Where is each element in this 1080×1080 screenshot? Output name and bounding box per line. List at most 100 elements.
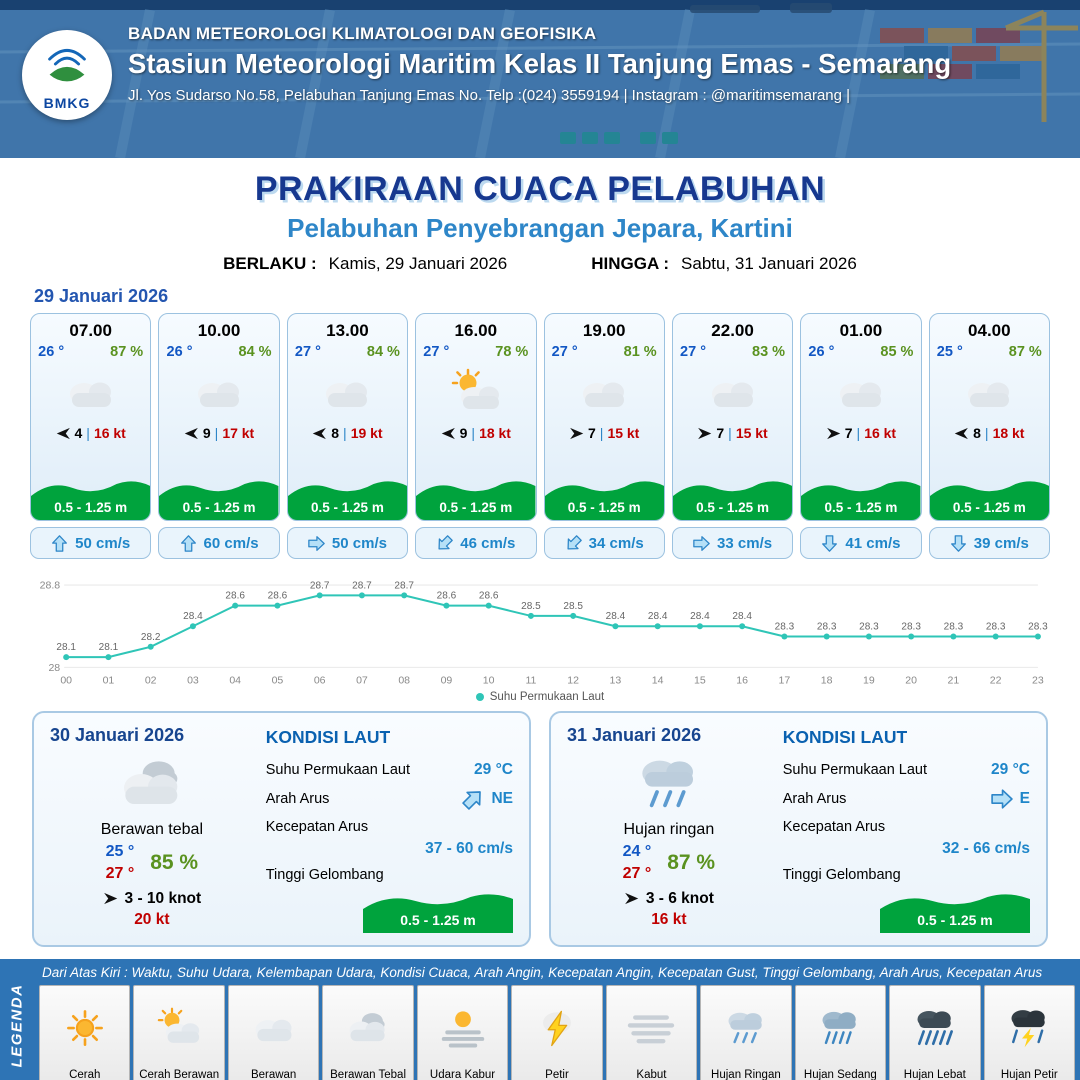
current-speed: 32 - 66 cm/s: [942, 840, 1030, 858]
legend-item-label: Hujan Sedang: [803, 1068, 877, 1080]
temp-max: 27 °: [105, 865, 135, 883]
wave-shape-icon: [363, 894, 513, 934]
svg-text:21: 21: [948, 674, 960, 686]
wind-separator: |: [599, 425, 604, 441]
time-label: 10.00: [197, 321, 241, 340]
wind-row: 3 - 6 knot: [567, 890, 771, 908]
svg-text:16: 16: [736, 674, 748, 686]
hourly-forecast: 19.00 27 ° 81 % 7 | 15 kt 0.5 - 1.25 m: [543, 313, 665, 559]
wave-shape-icon: [159, 481, 279, 520]
wind-direction-arrow-icon: [954, 426, 969, 441]
svg-text:28.3: 28.3: [986, 621, 1006, 632]
wave-height-band: 0.5 - 1.25 m: [363, 887, 513, 934]
hourly-row: 07.00 26 ° 87 % 4 | 16 kt 0.5 - 1.25 m: [0, 313, 1080, 559]
current-direction-label: Arah Arus: [265, 791, 330, 808]
hourly-forecast: 22.00 27 ° 83 % 7 | 15 kt 0.5 - 1.25 m: [671, 313, 794, 559]
chart-legend-label: Suhu Permukaan Laut: [489, 691, 605, 704]
wave-shape-icon: [801, 481, 921, 520]
wave-height-band: 0.5 - 1.25 m: [929, 474, 1049, 520]
wave-height: 0.5 - 1.25 m: [54, 500, 128, 515]
wind-row: 8 | 18 kt: [954, 425, 1024, 441]
weather-icon: [700, 368, 766, 416]
temperature: 27 °: [551, 344, 578, 360]
svg-text:17: 17: [779, 674, 791, 686]
wave-height-label: Tinggi Gelombang: [265, 867, 384, 884]
wind-separator: |: [984, 425, 989, 441]
legend-item-label: Kabut: [636, 1068, 667, 1080]
temp-max: 27 °: [622, 865, 652, 883]
hingga-label: HINGGA :: [591, 254, 670, 273]
wave-shape-icon: [416, 481, 536, 520]
current-box: 60 cm/s: [158, 527, 280, 559]
daily-date: 30 Januari 2026: [50, 725, 185, 746]
legend-item-label: Berawan Tebal: [330, 1068, 407, 1080]
temp-min: 24 °: [622, 843, 652, 861]
page-subtitle: Pelabuhan Penyebrangan Jepara, Kartini: [287, 213, 793, 243]
current-direction-arrow-icon: [433, 531, 457, 555]
weather-icon: [58, 368, 124, 416]
svg-text:05: 05: [272, 674, 284, 686]
wave-height: 0.5 - 1.25 m: [696, 500, 769, 515]
current-speed: 34 cm/s: [588, 534, 644, 552]
wind-separator: |: [471, 425, 476, 441]
temperature: 27 °: [423, 344, 450, 360]
svg-text:28.3: 28.3: [1028, 621, 1048, 632]
hingga-value: Sabtu, 31 Januari 2026: [681, 254, 857, 273]
hourly-forecast: 10.00 26 ° 84 % 9 | 17 kt 0.5 - 1.25 m: [158, 313, 280, 559]
legend-item-label: Hujan Petir: [1000, 1068, 1058, 1080]
legend-weather-icon: [57, 1006, 113, 1050]
svg-text:15: 15: [694, 674, 706, 686]
wind-speed: 3 - 6 knot: [645, 889, 714, 907]
time-label: 13.00: [326, 321, 369, 340]
current-direction: NE: [491, 790, 513, 808]
current-speed: 50 cm/s: [75, 534, 131, 552]
temp-humidity-row: 25 ° 87 %: [937, 344, 1042, 360]
berlaku-value: Kamis, 29 Januari 2026: [328, 254, 508, 273]
wind-separator: |: [343, 425, 347, 441]
svg-text:08: 08: [398, 674, 410, 686]
hourly-forecast: 01.00 26 ° 85 % 7 | 16 kt 0.5 - 1.25 m: [800, 313, 922, 559]
svg-text:10: 10: [483, 674, 495, 686]
current-box: 41 cm/s: [800, 527, 922, 559]
hourly-card: 01.00 26 ° 85 % 7 | 16 kt 0.5 - 1.25 m: [800, 313, 922, 521]
validity-line: BERLAKU : Kamis, 29 Januari 2026 HINGGA …: [0, 254, 1080, 274]
wave-height-band: 0.5 - 1.25 m: [416, 474, 536, 520]
legend-note: Dari Atas Kiri : Waktu, Suhu Udara, Kele…: [42, 965, 1043, 981]
forecast-date: 29 Januari 2026: [34, 286, 169, 306]
svg-text:28.6: 28.6: [268, 591, 288, 602]
sst-value: 29 °C: [991, 761, 1030, 779]
wind-speed: 8: [973, 425, 981, 441]
gust-speed: 16 kt: [864, 425, 897, 441]
legend-weather-icon: [623, 1006, 679, 1050]
svg-text:28.6: 28.6: [437, 591, 457, 602]
wave-height: 0.5 - 1.25 m: [439, 500, 513, 515]
daily-summary: 30 Januari 2026 Berawan tebal 25 ° 27 ° …: [50, 725, 254, 933]
svg-text:19: 19: [863, 674, 875, 686]
sea-conditions-title: KONDISI LAUT: [782, 727, 908, 748]
svg-text:11: 11: [525, 674, 536, 686]
wind-direction-arrow-icon: [697, 426, 712, 441]
svg-text:07: 07: [356, 674, 368, 686]
legend-vertical-label: LEGENDA: [8, 983, 26, 1068]
wave-shape-icon: [929, 481, 1049, 520]
svg-text:28.6: 28.6: [225, 591, 245, 602]
wind-separator: |: [214, 425, 219, 441]
temperature: 27 °: [294, 344, 321, 360]
svg-text:01: 01: [103, 674, 115, 686]
sea-conditions: KONDISI LAUT Suhu Permukaan Laut 29 °C A…: [254, 725, 513, 934]
humidity: 81 %: [623, 344, 657, 360]
legend-items: Cerah Cerah Berawan Berawan Berawan Teba…: [34, 985, 1080, 1080]
current-direction-arrow-icon: [51, 534, 68, 552]
svg-text:28.4: 28.4: [648, 611, 668, 622]
current-box: 46 cm/s: [415, 527, 537, 559]
weather-icon: [828, 368, 894, 416]
temp-humidity-row: 26 ° 85 %: [808, 344, 913, 360]
validity-spacer: [519, 254, 579, 274]
header-text: BADAN METEOROLOGI KLIMATOLOGI DAN GEOFIS…: [128, 24, 1060, 104]
svg-text:03: 03: [187, 674, 199, 686]
temps-row: 24 ° 27 ° 87 %: [567, 841, 771, 884]
port-illustration: [0, 0, 1080, 158]
temperature: 26 °: [808, 344, 835, 360]
svg-text:28.7: 28.7: [352, 580, 372, 591]
wind-direction-arrow-icon: [569, 426, 584, 441]
